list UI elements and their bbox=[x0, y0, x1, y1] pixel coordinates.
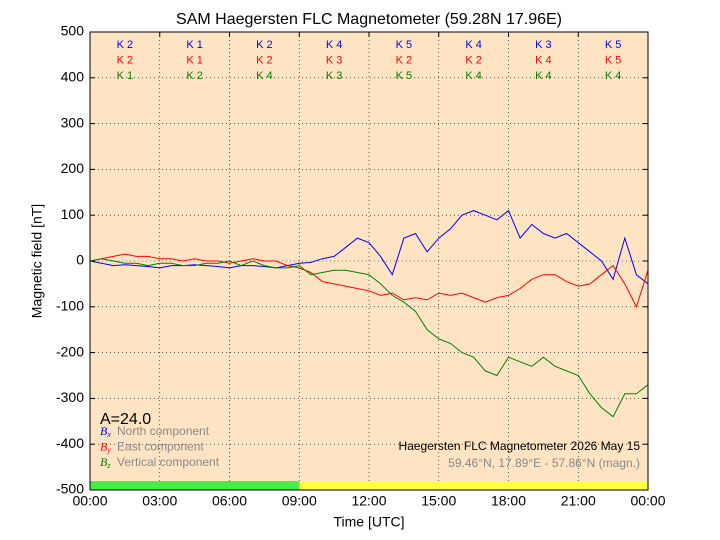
a-index: A=24.0 bbox=[100, 411, 151, 428]
k-index: K 2 bbox=[465, 54, 482, 66]
status-bar bbox=[90, 481, 300, 490]
y-tick-label: 500 bbox=[61, 23, 85, 39]
legend-label: Vertical component bbox=[117, 455, 220, 469]
k-index: K 3 bbox=[326, 70, 343, 82]
k-index: K 5 bbox=[396, 39, 413, 51]
x-tick-label: 21:00 bbox=[561, 493, 596, 509]
k-index: K 4 bbox=[535, 54, 552, 66]
k-index: K 4 bbox=[535, 70, 552, 82]
y-tick-label: -400 bbox=[56, 435, 84, 451]
k-index: K 2 bbox=[256, 54, 273, 66]
k-index: K 4 bbox=[465, 39, 482, 51]
status-bar bbox=[299, 481, 648, 490]
y-tick-label: 400 bbox=[61, 69, 85, 85]
x-tick-label: 06:00 bbox=[212, 493, 247, 509]
k-index: K 4 bbox=[326, 39, 343, 51]
y-tick-label: -300 bbox=[56, 389, 84, 405]
legend-label: North component bbox=[117, 424, 210, 438]
x-tick-label: 00:00 bbox=[72, 493, 107, 509]
legend-symbol-sub: z bbox=[106, 461, 111, 470]
k-index: K 3 bbox=[535, 39, 552, 51]
y-tick-label: 300 bbox=[61, 114, 85, 130]
y-axis-label: Magnetic field [nT] bbox=[29, 204, 45, 318]
plot-frame bbox=[89, 31, 649, 491]
k-index: K 4 bbox=[256, 70, 273, 82]
k-index: K 1 bbox=[186, 54, 203, 66]
k-index: K 2 bbox=[186, 70, 203, 82]
y-tick-label: -500 bbox=[56, 481, 84, 497]
k-index: K 2 bbox=[256, 39, 273, 51]
k-index: K 2 bbox=[117, 39, 134, 51]
x-tick-label: 15:00 bbox=[421, 493, 456, 509]
legend-symbol-sub: x bbox=[106, 430, 111, 439]
k-index: K 5 bbox=[396, 70, 413, 82]
x-tick-label: 12:00 bbox=[351, 493, 386, 509]
k-index: K 4 bbox=[605, 70, 622, 82]
x-tick-label: 09:00 bbox=[282, 493, 317, 509]
chart-title: SAM Haegersten FLC Magnetometer (59.28N … bbox=[176, 11, 562, 28]
k-index: K 4 bbox=[465, 70, 482, 82]
x-axis-label: Time [UTC] bbox=[333, 514, 404, 530]
legend-symbol: Bx bbox=[100, 424, 111, 439]
y-tick-label: 0 bbox=[76, 252, 84, 268]
y-tick-label: -200 bbox=[56, 343, 84, 359]
series-line bbox=[89, 258, 649, 418]
x-tick-label: 18:00 bbox=[491, 493, 526, 509]
legend-symbol-base: B bbox=[100, 455, 108, 469]
k-index: K 2 bbox=[117, 54, 134, 66]
legend-symbol: Bz bbox=[100, 455, 111, 470]
y-tick-label: -100 bbox=[56, 298, 84, 314]
legend-symbol: By bbox=[100, 439, 111, 454]
legend-symbol-sub: y bbox=[106, 445, 111, 454]
legend-symbol-base: B bbox=[100, 424, 108, 438]
y-tick-label: 100 bbox=[61, 206, 85, 222]
k-index: K 1 bbox=[117, 70, 134, 82]
legend-symbol-base: B bbox=[100, 439, 108, 453]
k-index: K 1 bbox=[186, 39, 203, 51]
k-index: K 2 bbox=[396, 54, 413, 66]
y-tick-label: 200 bbox=[61, 160, 85, 176]
k-index: K 3 bbox=[326, 54, 343, 66]
x-tick-label: 03:00 bbox=[142, 493, 177, 509]
k-index: K 5 bbox=[605, 39, 622, 51]
k-index: K 5 bbox=[605, 54, 622, 66]
series-line bbox=[89, 253, 649, 309]
footer-title: Haegersten FLC Magnetometer 2026 May 15 bbox=[399, 439, 641, 453]
legend-label: East component bbox=[117, 440, 204, 454]
footer-coords: 59.46°N, 17.89°E - 57.86°N (magn.) bbox=[448, 456, 640, 470]
x-tick-label: 00:00 bbox=[630, 493, 665, 509]
